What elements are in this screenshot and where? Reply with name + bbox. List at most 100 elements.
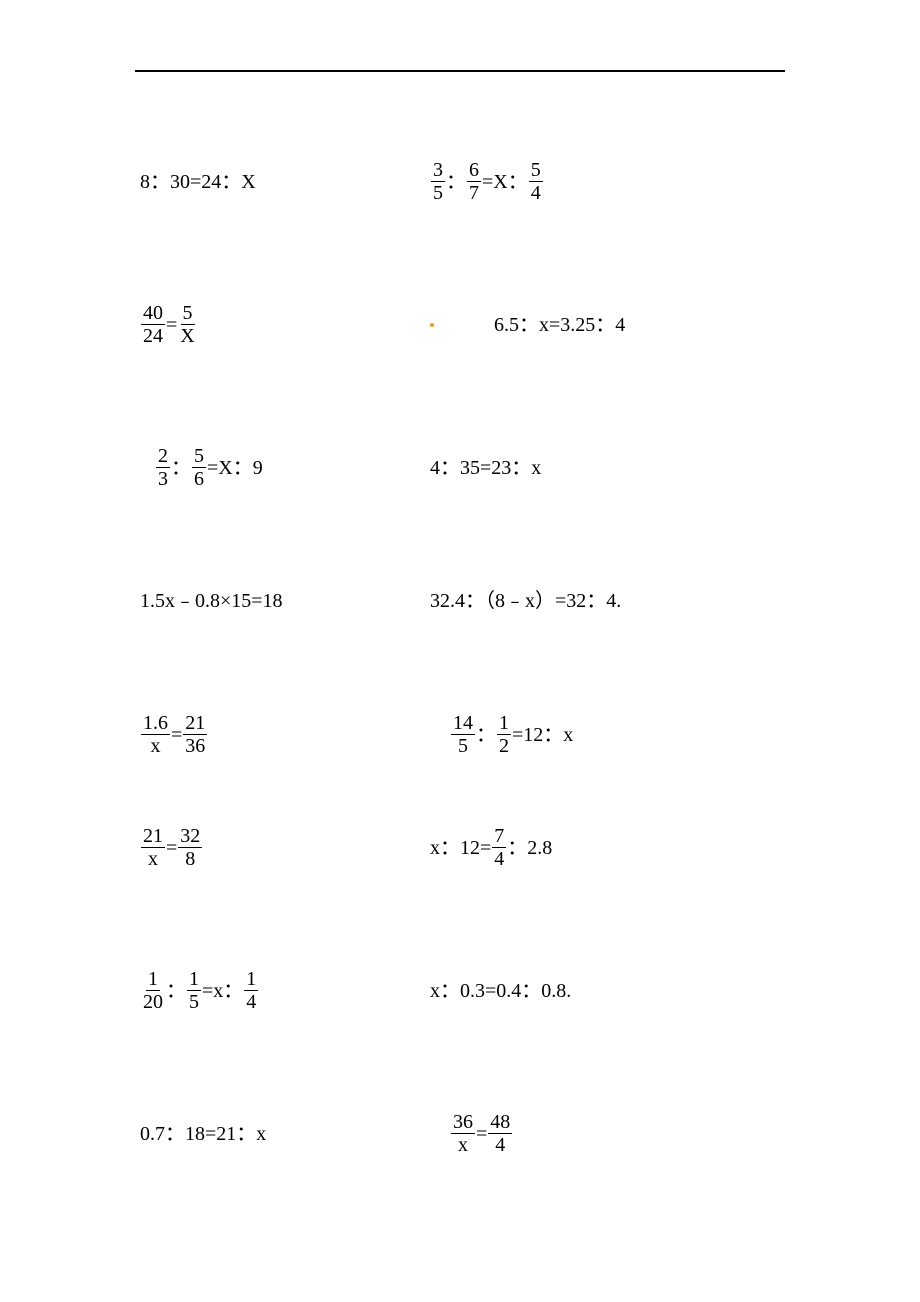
fraction-numerator: 32 <box>178 826 202 848</box>
fraction-numerator: 5 <box>181 303 195 325</box>
problem-cell-left: 8：30=24：X <box>140 170 430 194</box>
fraction-denominator: 4 <box>529 182 543 203</box>
fraction: 5X <box>178 303 196 346</box>
fraction: 74 <box>492 826 506 869</box>
fraction-numerator: 1 <box>146 969 160 991</box>
problem-grid: 8：30=24：X35：67=X：544024=5X6.5：x=3.25：423… <box>140 160 790 1255</box>
fraction-denominator: 2 <box>497 735 511 756</box>
problem-cell-right: 36x=484 <box>430 1112 740 1155</box>
problem-cell-left: 0.7：18=21：x <box>140 1122 430 1146</box>
fraction-denominator: 5 <box>456 735 470 756</box>
problem-cell-left: 1.6x=2136 <box>140 713 430 756</box>
fraction-denominator: X <box>178 325 196 346</box>
problem-cell-left: 21x =328 <box>140 826 430 869</box>
problem-row: 120：15=x：14x：0.3=0.4：0.8. <box>140 969 790 1012</box>
problem-cell-left: 23：56=X：9 <box>140 446 430 489</box>
fraction: 14 <box>244 969 258 1012</box>
fraction-numerator: 21 <box>141 826 165 848</box>
fraction: 35 <box>431 160 445 203</box>
fraction-denominator: x <box>456 1134 470 1155</box>
math-text: =X： <box>482 170 528 194</box>
fraction-denominator: 5 <box>431 182 445 203</box>
problem-row: 1.5x﹣0.8×15=18 32.4：（8﹣x）=32：4. <box>140 589 790 613</box>
fraction-denominator: 6 <box>192 468 206 489</box>
problem-cell-left: 4024=5X <box>140 303 430 346</box>
problem-cell-right: x：0.3=0.4：0.8. <box>430 979 740 1003</box>
math-text: = <box>476 1122 487 1146</box>
problem-cell-right: 35：67=X：54 <box>430 160 740 203</box>
problem-cell-right: 6.5：x=3.25：4 <box>430 313 740 337</box>
math-text: = <box>166 313 177 337</box>
problem-cell-left: 120：15=x：14 <box>140 969 430 1012</box>
fraction-denominator: 4 <box>492 848 506 869</box>
problem-row: 0.7：18=21：x36x=484 <box>140 1112 790 1155</box>
math-text: = <box>171 723 182 747</box>
fraction-denominator: 7 <box>467 182 481 203</box>
math-text: 32.4：（8﹣x）=32：4. <box>430 589 621 613</box>
fraction-numerator: 48 <box>488 1112 512 1134</box>
math-text: x：12= <box>430 836 491 860</box>
fraction: 328 <box>178 826 202 869</box>
problem-row: 23：56=X：94：35=23：x <box>140 446 790 489</box>
fraction-numerator: 36 <box>451 1112 475 1134</box>
horizontal-rule <box>135 70 785 72</box>
fraction: 23 <box>156 446 170 489</box>
fraction: 1.6x <box>141 713 170 756</box>
fraction-numerator: 5 <box>192 446 206 468</box>
math-text: =X：9 <box>207 456 263 480</box>
problem-row: 4024=5X 6.5：x=3.25：4 <box>140 303 790 346</box>
fraction-denominator: 5 <box>187 991 201 1012</box>
fraction-denominator: 8 <box>183 848 197 869</box>
fraction-numerator: 5 <box>529 160 543 182</box>
problem-cell-right: 32.4：（8﹣x）=32：4. <box>430 589 740 613</box>
fraction-denominator: 4 <box>493 1134 507 1155</box>
problem-row: 8：30=24：X35：67=X：54 <box>140 160 790 203</box>
math-text: 1.5x﹣0.8×15=18 <box>140 589 283 613</box>
math-text: =x： <box>202 979 243 1003</box>
fraction-numerator: 3 <box>431 160 445 182</box>
problem-cell-right: x：12=74：2.8 <box>430 826 740 869</box>
fraction: 120 <box>141 969 165 1012</box>
fraction-denominator: 3 <box>156 468 170 489</box>
fraction-numerator: 7 <box>492 826 506 848</box>
fraction-numerator: 2 <box>156 446 170 468</box>
math-text: ： <box>166 979 186 1003</box>
fraction: 145 <box>451 713 475 756</box>
fraction: 15 <box>187 969 201 1012</box>
math-text: ： <box>476 723 496 747</box>
fraction-denominator: 4 <box>244 991 258 1012</box>
fraction-numerator: 1 <box>497 713 511 735</box>
fraction-denominator: 24 <box>141 325 165 346</box>
fraction: 67 <box>467 160 481 203</box>
math-text: = <box>166 836 177 860</box>
math-text: ： <box>446 170 466 194</box>
fraction: 56 <box>192 446 206 489</box>
fraction-denominator: 20 <box>141 991 165 1012</box>
fraction-denominator: x <box>146 848 160 869</box>
math-text: 8：30=24：X <box>140 170 256 194</box>
fraction: 4024 <box>141 303 165 346</box>
fraction-numerator: 6 <box>467 160 481 182</box>
fraction-numerator: 21 <box>183 713 207 735</box>
problem-cell-right: 4：35=23：x <box>430 456 740 480</box>
problem-row: 1.6x=2136145 ：12=12：x <box>140 713 790 756</box>
fraction-numerator: 40 <box>141 303 165 325</box>
fraction: 54 <box>529 160 543 203</box>
fraction-numerator: 14 <box>451 713 475 735</box>
problem-row: 21x =328 x：12=74：2.8 <box>140 826 790 869</box>
problem-cell-right: 145 ：12=12：x <box>430 713 740 756</box>
fraction: 36x <box>451 1112 475 1155</box>
math-text: 0.7：18=21：x <box>140 1122 266 1146</box>
math-text: =12：x <box>512 723 573 747</box>
fraction: 12 <box>497 713 511 756</box>
math-text: ： <box>171 456 191 480</box>
math-text: ：2.8 <box>507 836 552 860</box>
fraction-denominator: 36 <box>183 735 207 756</box>
fraction: 2136 <box>183 713 207 756</box>
accent-dot-icon <box>430 323 434 327</box>
fraction-numerator: 1 <box>187 969 201 991</box>
problem-cell-left: 1.5x﹣0.8×15=18 <box>140 589 430 613</box>
fraction: 484 <box>488 1112 512 1155</box>
math-text: 6.5：x=3.25：4 <box>494 313 625 337</box>
fraction-numerator: 1.6 <box>141 713 170 735</box>
